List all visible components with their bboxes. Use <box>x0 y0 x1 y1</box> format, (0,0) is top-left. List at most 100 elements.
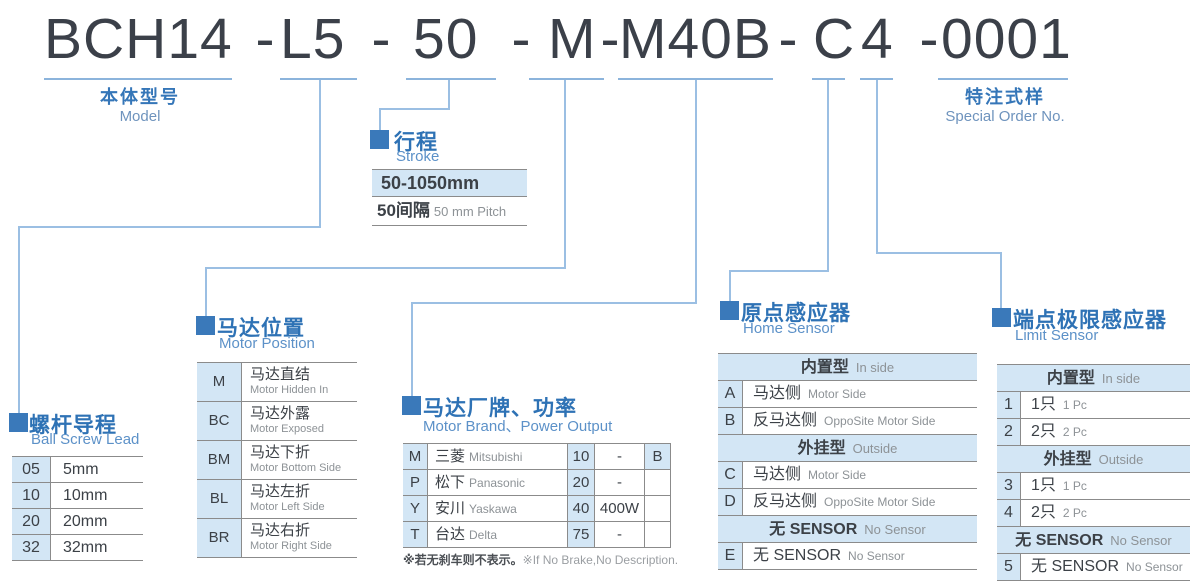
lead-code: 20 <box>12 509 51 534</box>
motor-brand-table: M 三菱 Mitsubishi 10 - B P 松下 Panasonic 20 -… <box>403 443 671 548</box>
position-desc-cjk: 马达直结 <box>250 366 311 383</box>
sensor-desc: 无 SENSOR No Sensor <box>743 543 905 569</box>
brand-name-en: Mitsubishi <box>469 450 523 464</box>
brand-name-en: Delta <box>469 528 498 542</box>
group-header-cjk: 内置型 <box>1046 370 1095 387</box>
sensor-desc-en: 1 Pc <box>1062 398 1087 412</box>
table-row: C 马达侧 Motor Side <box>718 462 977 489</box>
brake-footnote: ※若无刹车则不表示。※If No Brake,No Description. <box>403 551 678 569</box>
callout-special-order: 特注式样 Special Order No. <box>905 86 1105 126</box>
sensor-desc: 反马达侧 OppoSite Motor Side <box>743 489 935 515</box>
code-dash: - <box>255 7 275 71</box>
section-marker-icon <box>720 301 739 320</box>
lead-code: 10 <box>12 483 51 508</box>
position-desc-en: Motor Bottom Side <box>250 462 342 474</box>
sensor-desc-cjk: 2只 <box>1031 423 1056 440</box>
lead-code: 05 <box>12 457 51 482</box>
connector-motor <box>411 302 697 304</box>
section-marker-icon <box>992 308 1011 327</box>
group-header: 外挂型 Outside <box>997 446 1190 473</box>
ball-screw-title-en: Ball Screw Lead <box>31 431 140 448</box>
position-desc-en: Motor Hidden In <box>250 384 329 396</box>
position-desc: 马达直结 Motor Hidden In <box>242 363 328 401</box>
brand-name-en: Panasonic <box>469 476 526 490</box>
table-row: 3 1只 1 Pc <box>997 473 1190 500</box>
table-row: M 马达直结 Motor Hidden In <box>197 363 357 402</box>
sensor-desc: 2只 2 Pc <box>1021 500 1087 526</box>
sensor-desc: 马达侧 Motor Side <box>743 381 866 407</box>
group-header: 外挂型 Outside <box>718 435 977 462</box>
table-row: 20 20mm <box>12 509 143 535</box>
table-row: BM 马达下折 Motor Bottom Side <box>197 441 357 480</box>
home-sensor-title-en: Home Sensor <box>743 320 835 337</box>
sensor-desc-en: 2 Pc <box>1062 425 1087 439</box>
code-segment-lead: L5 <box>280 7 346 71</box>
stroke-pitch-en: 50 mm Pitch <box>433 204 507 219</box>
sensor-desc-en: No Sensor <box>848 549 905 563</box>
table-row: 05 5mm <box>12 457 143 483</box>
sensor-desc-en: Motor Side <box>808 468 867 482</box>
sensor-desc-cjk: 2只 <box>1031 504 1056 521</box>
brand-code: T <box>403 522 428 547</box>
sensor-desc-en: OppoSite Motor Side <box>824 495 936 509</box>
brake-code <box>645 522 671 547</box>
power-value: - <box>595 470 645 495</box>
brand-name-en: Yaskawa <box>469 502 517 516</box>
table-row: A 马达侧 Motor Side <box>718 381 977 408</box>
table-row: BC 马达外露 Motor Exposed <box>197 402 357 441</box>
sensor-code: D <box>718 489 743 515</box>
limit-sensor-table: 内置型 In side 1 1只 1 Pc 2 2只 2 Pc 外挂型 Outside … <box>997 364 1190 581</box>
sensor-code: 4 <box>997 500 1021 526</box>
group-header-en: Outside <box>1098 452 1144 467</box>
connector-home-sensor <box>827 80 829 270</box>
stroke-title-cjk: 行程 <box>394 131 438 154</box>
section-marker-icon <box>402 396 421 415</box>
brand-name-cjk: 松下 <box>435 474 466 491</box>
code-segment-body: BCH14 <box>44 7 233 71</box>
position-desc-cjk: 马达右折 <box>250 522 311 539</box>
connector-limit-sensor <box>876 252 1002 254</box>
limit-sensor-title-cjk: 端点极限感应器 <box>1013 309 1167 332</box>
connector-motor <box>695 80 697 302</box>
connector-lead <box>319 80 321 226</box>
position-desc: 马达右折 Motor Right Side <box>242 519 332 557</box>
position-code: BL <box>197 480 242 518</box>
motor-position-title-en: Motor Position <box>219 335 315 352</box>
position-code: BR <box>197 519 242 557</box>
underline-position <box>529 78 604 80</box>
connector-stroke <box>448 80 450 110</box>
motor-position-title-cjk: 马达位置 <box>217 317 305 340</box>
code-dash: - <box>511 7 531 71</box>
limit-sensor-title-en: Limit Sensor <box>1015 327 1099 344</box>
group-header: 内置型 In side <box>997 365 1190 392</box>
power-code: 10 <box>568 444 595 469</box>
table-row: 5 无 SENSOR No Sensor <box>997 554 1190 581</box>
brand-name: 松下 Panasonic <box>428 470 568 495</box>
sensor-desc-en: No Sensor <box>1126 560 1183 574</box>
connector-position <box>564 80 566 267</box>
position-desc: 马达外露 Motor Exposed <box>242 402 324 440</box>
code-segment-limit-sensor: 4 <box>861 7 894 71</box>
table-row: D 反马达侧 OppoSite Motor Side <box>718 489 977 516</box>
sensor-desc-cjk: 反马达侧 <box>753 412 818 429</box>
sensor-desc-cjk: 马达侧 <box>753 385 802 402</box>
code-segment-position: M <box>548 7 597 71</box>
sensor-desc-en: 1 Pc <box>1062 479 1087 493</box>
callout-model: 本体型号 Model <box>40 86 240 126</box>
power-code: 40 <box>568 496 595 521</box>
underline-motor <box>618 78 773 80</box>
group-header-en: No Sensor <box>1110 533 1172 548</box>
sensor-desc-cjk: 无 SENSOR <box>753 547 842 564</box>
underline-special <box>938 78 1068 80</box>
sensor-desc: 1只 1 Pc <box>1021 392 1087 418</box>
sensor-desc: 1只 1 Pc <box>1021 473 1087 499</box>
callout-special-en: Special Order No. <box>945 108 1065 125</box>
code-segment-special: 0001 <box>941 7 1072 71</box>
power-value: - <box>595 522 645 547</box>
sensor-desc-cjk: 1只 <box>1031 477 1056 494</box>
sensor-code: 3 <box>997 473 1021 499</box>
position-desc-cjk: 马达左折 <box>250 483 311 500</box>
code-segment-home-sensor: C <box>813 7 856 71</box>
sensor-desc-cjk: 1只 <box>1031 396 1056 413</box>
connector-limit-sensor <box>876 80 878 252</box>
